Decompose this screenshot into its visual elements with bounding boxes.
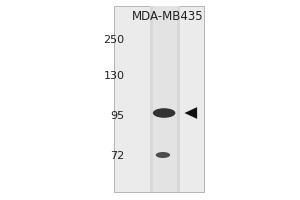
Bar: [114, 6, 204, 192]
Text: MDA-MB435: MDA-MB435: [132, 10, 204, 23]
Text: 130: 130: [103, 71, 124, 81]
Text: 250: 250: [103, 35, 124, 45]
Ellipse shape: [156, 152, 170, 158]
Bar: [150, 6, 180, 192]
Bar: [153, 6, 177, 192]
Text: 72: 72: [110, 151, 124, 161]
Polygon shape: [184, 107, 197, 119]
Text: 95: 95: [110, 111, 124, 121]
Ellipse shape: [153, 108, 176, 118]
